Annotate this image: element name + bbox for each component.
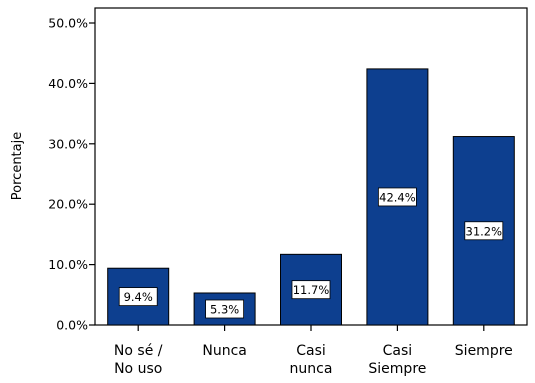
y-tick-label: 50.0% xyxy=(48,16,88,31)
x-tick-label: nunca xyxy=(290,361,333,377)
y-tick-label: 30.0% xyxy=(48,136,88,151)
x-tick-label: Casi xyxy=(296,343,326,359)
y-axis: 0.0% 10.0% 20.0% 30.0% 40.0% 50.0% xyxy=(48,16,95,333)
data-label: 42.4% xyxy=(379,190,416,204)
x-tick-label: Nunca xyxy=(202,343,247,359)
y-tick-label: 10.0% xyxy=(48,257,88,272)
data-label-box xyxy=(377,187,417,207)
y-axis-label: Porcentaje xyxy=(10,132,25,200)
x-tick-label: Siempre xyxy=(455,343,513,359)
data-label-box xyxy=(464,221,504,241)
x-tick-label: Casi xyxy=(383,343,413,359)
y-tick-label: 0.0% xyxy=(56,318,88,333)
data-label-box xyxy=(205,299,245,319)
x-tick-label: No uso xyxy=(114,361,162,377)
data-labels: 9.4% 5.3% 11.7% 42.4% 31.2% xyxy=(118,187,504,319)
x-axis: No sé / No uso Nunca Casi nunca Casi Siempre Si… xyxy=(114,325,513,377)
bars xyxy=(107,68,515,326)
data-label-box xyxy=(291,280,331,300)
y-tick-label: 40.0% xyxy=(48,76,88,91)
data-label-box xyxy=(118,287,158,307)
data-label: 11.7% xyxy=(293,283,330,297)
y-tick-label: 20.0% xyxy=(48,197,88,212)
x-tick-label: Siempre xyxy=(368,361,426,377)
data-label: 31.2% xyxy=(466,224,503,238)
data-label: 5.3% xyxy=(210,302,239,316)
data-label: 9.4% xyxy=(124,290,153,304)
x-tick-label: No sé / xyxy=(114,343,163,359)
